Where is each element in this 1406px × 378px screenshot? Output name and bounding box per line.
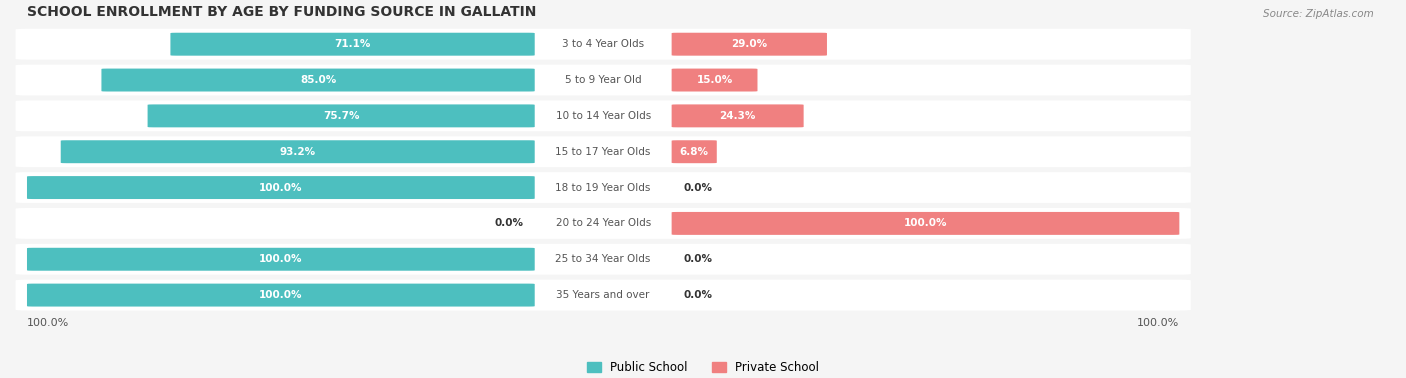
FancyBboxPatch shape xyxy=(672,68,758,91)
Text: 100.0%: 100.0% xyxy=(904,218,948,228)
FancyBboxPatch shape xyxy=(27,176,534,199)
FancyBboxPatch shape xyxy=(27,248,534,271)
FancyBboxPatch shape xyxy=(672,33,827,56)
Text: 100.0%: 100.0% xyxy=(27,318,69,328)
FancyBboxPatch shape xyxy=(60,140,534,163)
Text: 85.0%: 85.0% xyxy=(299,75,336,85)
Text: 3 to 4 Year Olds: 3 to 4 Year Olds xyxy=(562,39,644,49)
Text: 29.0%: 29.0% xyxy=(731,39,768,49)
FancyBboxPatch shape xyxy=(170,33,534,56)
Text: 25 to 34 Year Olds: 25 to 34 Year Olds xyxy=(555,254,651,264)
Text: 24.3%: 24.3% xyxy=(720,111,756,121)
Text: 93.2%: 93.2% xyxy=(280,147,316,157)
FancyBboxPatch shape xyxy=(27,284,534,307)
FancyBboxPatch shape xyxy=(15,280,1191,310)
Text: 100.0%: 100.0% xyxy=(259,254,302,264)
FancyBboxPatch shape xyxy=(15,101,1191,131)
FancyBboxPatch shape xyxy=(672,140,717,163)
FancyBboxPatch shape xyxy=(15,65,1191,96)
Text: 0.0%: 0.0% xyxy=(495,218,523,228)
Text: 6.8%: 6.8% xyxy=(679,147,709,157)
Text: 71.1%: 71.1% xyxy=(335,39,371,49)
Text: 100.0%: 100.0% xyxy=(259,183,302,192)
Text: 20 to 24 Year Olds: 20 to 24 Year Olds xyxy=(555,218,651,228)
FancyBboxPatch shape xyxy=(672,212,1180,235)
FancyBboxPatch shape xyxy=(15,208,1191,239)
FancyBboxPatch shape xyxy=(101,68,534,91)
FancyBboxPatch shape xyxy=(15,29,1191,60)
Text: 75.7%: 75.7% xyxy=(323,111,360,121)
FancyBboxPatch shape xyxy=(15,136,1191,167)
FancyBboxPatch shape xyxy=(15,172,1191,203)
FancyBboxPatch shape xyxy=(672,104,804,127)
Legend: Public School, Private School: Public School, Private School xyxy=(582,356,824,378)
Text: 35 Years and over: 35 Years and over xyxy=(557,290,650,300)
Text: Source: ZipAtlas.com: Source: ZipAtlas.com xyxy=(1263,9,1374,19)
Text: 100.0%: 100.0% xyxy=(259,290,302,300)
FancyBboxPatch shape xyxy=(148,104,534,127)
Text: 15.0%: 15.0% xyxy=(696,75,733,85)
Text: 10 to 14 Year Olds: 10 to 14 Year Olds xyxy=(555,111,651,121)
Text: 0.0%: 0.0% xyxy=(683,254,711,264)
Text: 5 to 9 Year Old: 5 to 9 Year Old xyxy=(565,75,641,85)
FancyBboxPatch shape xyxy=(15,244,1191,275)
Text: 18 to 19 Year Olds: 18 to 19 Year Olds xyxy=(555,183,651,192)
Text: 15 to 17 Year Olds: 15 to 17 Year Olds xyxy=(555,147,651,157)
Text: 100.0%: 100.0% xyxy=(1137,318,1180,328)
Text: 0.0%: 0.0% xyxy=(683,290,711,300)
Text: SCHOOL ENROLLMENT BY AGE BY FUNDING SOURCE IN GALLATIN: SCHOOL ENROLLMENT BY AGE BY FUNDING SOUR… xyxy=(27,5,536,19)
Text: 0.0%: 0.0% xyxy=(683,183,711,192)
